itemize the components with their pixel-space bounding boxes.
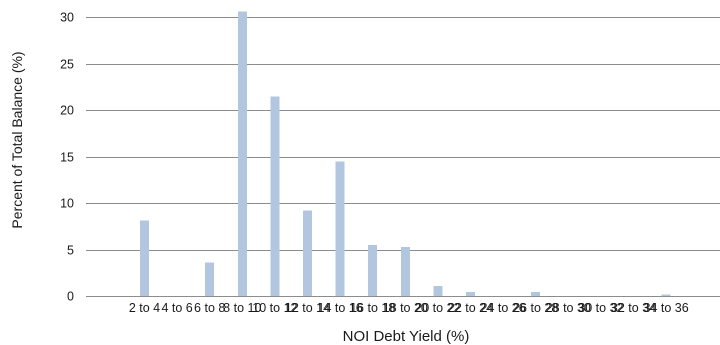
- y-axis-title: Percent of Total Balance (%): [9, 51, 25, 228]
- x-tick-label: 34 to 36: [644, 301, 689, 315]
- bar-22-to-24: [466, 291, 475, 296]
- y-tick-label: 10: [60, 197, 74, 211]
- bar-2-to-4: [140, 220, 149, 296]
- bar-18-to-20: [400, 246, 410, 296]
- bar-16-to-18: [368, 244, 378, 296]
- x-tick-label: 12 to 14: [285, 301, 330, 315]
- bar-34-to-36: [661, 294, 671, 296]
- y-tick-labels: 0 5 10 15 20 25 30: [60, 11, 74, 304]
- y-tick-label: 20: [60, 104, 74, 118]
- x-tick-label: 30 to 32: [578, 301, 623, 315]
- bar-26-to-28: [531, 291, 541, 296]
- x-tick-label: 26 to 28: [513, 301, 558, 315]
- x-tick-label: 4 to 6: [161, 301, 192, 315]
- x-tick-label: 28 to 30: [546, 301, 591, 315]
- bar-6-to-8: [205, 262, 215, 296]
- x-tick-label: 14 to 16: [318, 301, 363, 315]
- bars: [140, 11, 671, 297]
- bar-14-to-16: [335, 161, 345, 296]
- x-tick-label: 18 to 20: [383, 301, 428, 315]
- gridlines: [86, 17, 720, 297]
- x-tick-label: 8 to 10: [223, 301, 261, 315]
- x-tick-label: 20 to 22: [415, 301, 460, 315]
- x-tick-label: 24 to 26: [481, 301, 526, 315]
- bar-20-to-22: [433, 285, 443, 296]
- y-tick-label: 5: [67, 244, 74, 258]
- y-tick-label: 30: [60, 11, 74, 25]
- y-tick-label: 25: [60, 58, 74, 72]
- bar-12-to-14: [303, 210, 312, 296]
- x-tick-label: 16 to 18: [350, 301, 395, 315]
- x-tick-label: 32 to 34: [611, 301, 656, 315]
- x-tick-label: 22 to 24: [448, 301, 493, 315]
- bar-8-to-10: [237, 11, 247, 297]
- x-axis-title: NOI Debt Yield (%): [343, 328, 470, 345]
- bar-10-to-12: [270, 96, 280, 297]
- x-tick-label: 2 to 4: [129, 301, 160, 315]
- y-tick-label: 15: [60, 151, 74, 165]
- y-tick-label: 0: [67, 290, 74, 304]
- x-tick-label: 6 to 8: [194, 301, 225, 315]
- x-tick-label: 10 to 12: [252, 301, 297, 315]
